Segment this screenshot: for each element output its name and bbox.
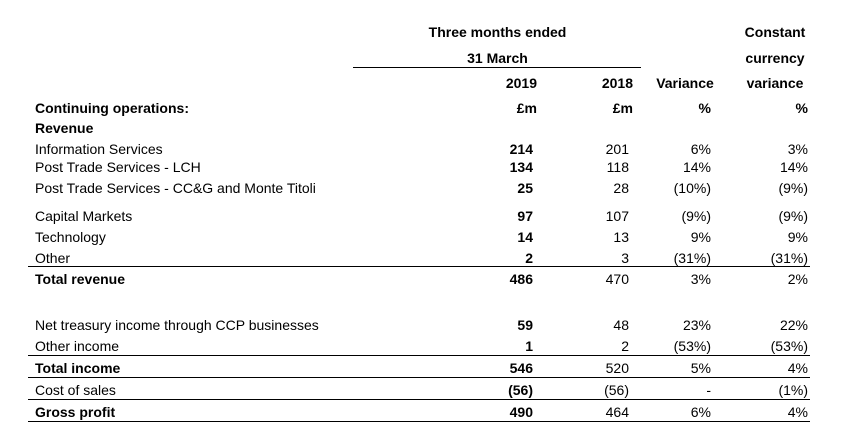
- cell-variance: 5%: [690, 360, 711, 376]
- section-continuing-operations: Continuing operations:: [35, 100, 189, 116]
- cell-2018: 28: [613, 180, 629, 196]
- cell-2019: 134: [509, 159, 533, 175]
- cell-variance: 3%: [690, 271, 711, 287]
- cell-2018: 2: [621, 338, 629, 354]
- row-label: Cost of sales: [35, 382, 116, 398]
- unit-2018: £m: [612, 100, 633, 116]
- cell-constant: 3%: [787, 141, 808, 157]
- cell-variance: 9%: [690, 229, 711, 245]
- cell-2019: 546: [509, 360, 533, 376]
- cell-constant: 2%: [787, 271, 808, 287]
- row-label: Capital Markets: [35, 208, 133, 224]
- cell-constant: 22%: [779, 317, 808, 333]
- period-header: Three months ended: [428, 24, 567, 40]
- col-variance-header: Variance: [656, 75, 714, 91]
- cell-constant: (1%): [778, 382, 808, 398]
- constant-header-2: currency: [745, 50, 805, 66]
- cell-2018: 470: [605, 271, 629, 287]
- rule-before-total-income: [28, 355, 810, 356]
- cell-variance: (9%): [681, 208, 711, 224]
- cell-constant: (9%): [778, 208, 808, 224]
- row-label: Total income: [35, 360, 121, 376]
- cell-constant: (53%): [770, 338, 808, 354]
- unit-constant: %: [795, 100, 808, 116]
- cell-2019: 490: [509, 404, 533, 420]
- cell-2018: 3: [621, 250, 629, 266]
- cell-2019: (56): [508, 382, 533, 398]
- cell-variance: 6%: [690, 141, 711, 157]
- unit-2019: £m: [516, 100, 537, 116]
- cell-2018: 107: [605, 208, 629, 224]
- constant-header-1: Constant: [744, 24, 806, 40]
- col-2018-header: 2018: [601, 75, 633, 91]
- row-label: Technology: [35, 229, 106, 245]
- cell-2018: 464: [605, 404, 629, 420]
- cell-variance: (53%): [673, 338, 711, 354]
- cell-2018: 520: [605, 360, 629, 376]
- cell-variance: (10%): [673, 180, 711, 196]
- section-revenue: Revenue: [35, 120, 94, 136]
- cell-variance: 23%: [682, 317, 711, 333]
- rule-before-total-revenue: [28, 266, 810, 267]
- rule-before-gross-profit: [28, 399, 810, 400]
- rule-after-gross-profit: [28, 421, 810, 422]
- cell-2019: 214: [509, 141, 533, 157]
- cell-2019: 59: [517, 317, 533, 333]
- period-date: 31 March: [467, 50, 528, 66]
- col-2019-header: 2019: [505, 75, 537, 91]
- row-label: Post Trade Services - CC&G and Monte Tit…: [35, 180, 316, 196]
- row-label: Gross profit: [35, 404, 116, 420]
- cell-2018: 13: [613, 229, 629, 245]
- cell-constant: 9%: [787, 229, 808, 245]
- cell-2019: 97: [517, 208, 533, 224]
- cell-constant: 14%: [779, 159, 808, 175]
- cell-variance: 6%: [690, 404, 711, 420]
- row-label: Other: [35, 250, 71, 266]
- cell-2018: 201: [605, 141, 629, 157]
- cell-2018: 48: [613, 317, 629, 333]
- row-label: Total revenue: [35, 271, 125, 287]
- cell-2018: 118: [606, 159, 629, 175]
- cell-constant: (9%): [778, 180, 808, 196]
- cell-2019: 1: [525, 338, 533, 354]
- cell-variance: 14%: [682, 159, 711, 175]
- rule-before-cost-of-sales: [28, 377, 810, 378]
- row-label: Information Services: [35, 141, 163, 157]
- period-underline: [353, 67, 641, 68]
- cell-2019: 486: [509, 271, 533, 287]
- row-label: Net treasury income through CCP business…: [35, 317, 319, 333]
- cell-constant: 4%: [787, 404, 808, 420]
- row-label: Other income: [35, 338, 120, 354]
- row-label: Post Trade Services - LCH: [35, 159, 201, 175]
- cell-2019: 14: [517, 229, 533, 245]
- cell-2019: 25: [517, 180, 533, 196]
- constant-header-3: variance: [746, 75, 804, 91]
- cell-2019: 2: [525, 250, 533, 266]
- cell-constant: 4%: [787, 360, 808, 376]
- cell-2018: (56): [604, 382, 629, 398]
- unit-variance: %: [698, 100, 711, 116]
- cell-variance: (31%): [673, 250, 711, 266]
- cell-variance: -: [706, 382, 711, 398]
- cell-constant: (31%): [770, 250, 808, 266]
